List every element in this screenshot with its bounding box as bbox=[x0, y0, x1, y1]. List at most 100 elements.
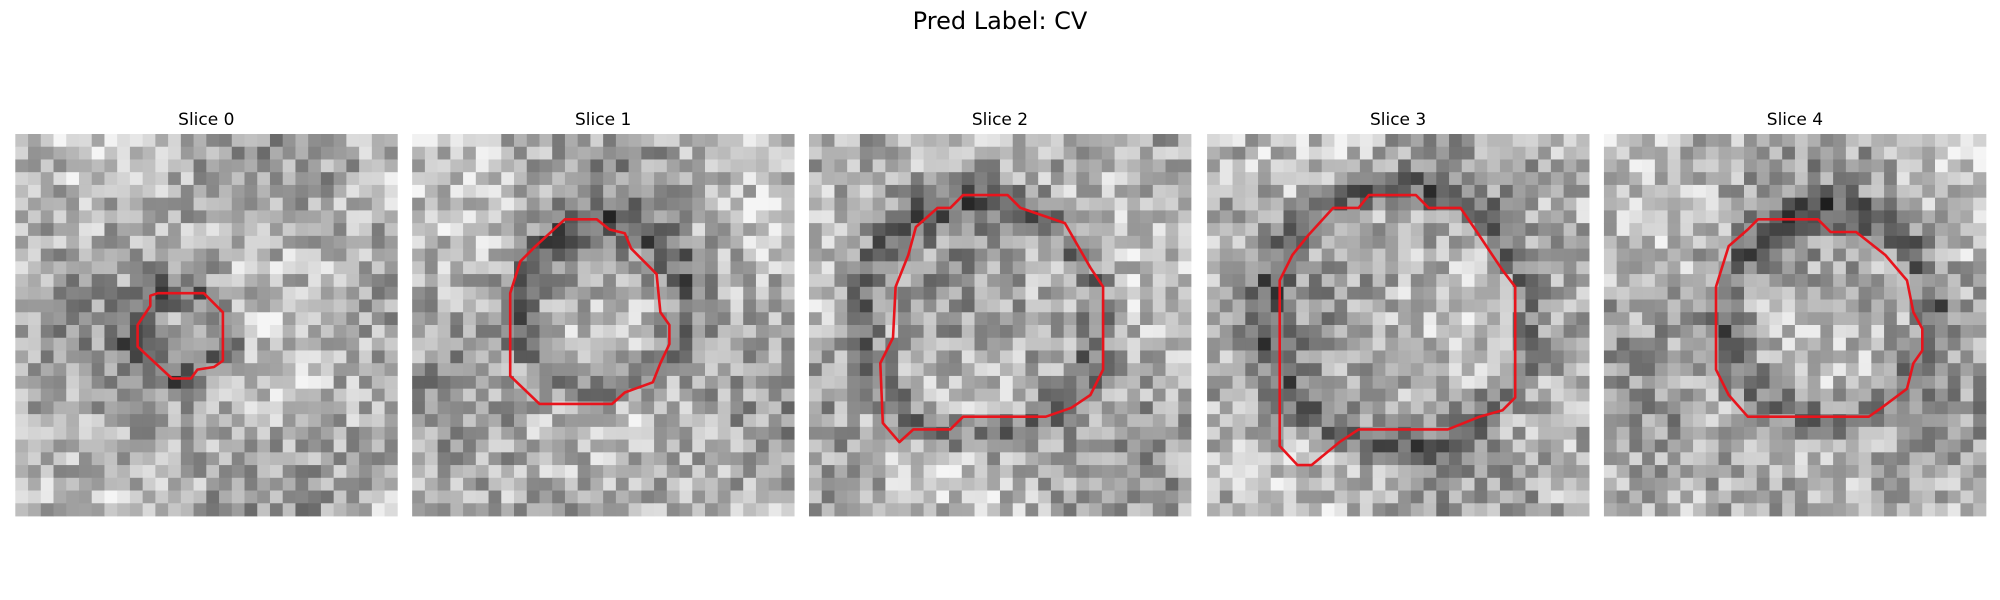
pixel bbox=[679, 439, 693, 453]
pixel bbox=[1960, 286, 1974, 300]
pixel bbox=[743, 184, 757, 199]
pixel bbox=[104, 375, 118, 390]
pixel bbox=[129, 248, 144, 262]
pixel bbox=[1165, 146, 1179, 160]
pixel bbox=[1487, 274, 1501, 288]
pixel bbox=[1576, 210, 1590, 224]
pixel bbox=[1114, 363, 1128, 377]
pixel bbox=[257, 159, 271, 173]
pixel bbox=[66, 350, 80, 364]
pixel bbox=[501, 401, 515, 415]
pixel bbox=[885, 325, 899, 339]
pixel bbox=[1794, 325, 1809, 339]
pixel bbox=[1884, 172, 1898, 186]
pixel bbox=[961, 375, 975, 390]
pixel bbox=[91, 452, 105, 466]
pixel bbox=[1538, 146, 1552, 160]
pixel bbox=[1744, 337, 1758, 351]
pixel bbox=[910, 363, 924, 377]
pixel bbox=[1038, 439, 1052, 453]
pixel bbox=[1283, 477, 1297, 491]
pixel bbox=[78, 235, 93, 249]
pixel bbox=[1884, 159, 1898, 173]
pixel bbox=[1372, 159, 1386, 173]
pixel bbox=[1207, 210, 1221, 224]
pixel bbox=[1487, 197, 1501, 211]
pixel bbox=[1820, 299, 1834, 313]
pixel bbox=[1372, 274, 1386, 288]
pixel bbox=[705, 286, 719, 300]
pixel bbox=[730, 325, 744, 339]
pixel bbox=[359, 235, 373, 249]
pixel bbox=[1140, 274, 1154, 288]
pixel bbox=[1487, 146, 1501, 160]
pixel bbox=[384, 388, 398, 402]
pixel bbox=[666, 439, 680, 453]
pixel bbox=[577, 159, 591, 173]
pixel bbox=[1935, 299, 1949, 313]
pixel bbox=[412, 452, 426, 466]
pixel bbox=[295, 477, 309, 491]
pixel bbox=[1296, 248, 1310, 262]
pixel bbox=[1769, 261, 1783, 275]
pixel bbox=[1833, 363, 1847, 377]
pixel bbox=[15, 261, 29, 275]
pixel bbox=[1152, 261, 1166, 275]
pixel bbox=[1718, 503, 1732, 517]
pixel bbox=[1385, 274, 1399, 288]
pixel bbox=[437, 388, 451, 402]
pixel bbox=[1334, 261, 1348, 275]
pixel bbox=[1858, 375, 1872, 390]
pixel bbox=[1820, 350, 1834, 364]
pixel bbox=[743, 146, 757, 160]
pixel bbox=[333, 439, 347, 453]
pixel bbox=[412, 159, 426, 173]
pixel bbox=[1820, 235, 1834, 249]
pixel bbox=[91, 299, 105, 313]
pixel bbox=[1718, 452, 1732, 466]
pixel bbox=[180, 312, 194, 326]
pixel bbox=[346, 452, 360, 466]
pixel bbox=[1947, 465, 1961, 479]
pixel bbox=[961, 490, 975, 504]
pixel bbox=[654, 426, 668, 440]
pixel bbox=[1359, 299, 1374, 313]
pixel bbox=[1076, 414, 1090, 428]
pixel bbox=[974, 134, 988, 148]
pixel bbox=[781, 184, 795, 199]
pixel bbox=[168, 401, 182, 415]
pixel bbox=[679, 134, 693, 148]
pixel bbox=[961, 337, 975, 351]
pixel bbox=[371, 223, 385, 237]
pixel bbox=[999, 197, 1014, 211]
pixel bbox=[847, 286, 861, 300]
pixel bbox=[1794, 134, 1809, 148]
pixel bbox=[117, 388, 131, 402]
pixel bbox=[1960, 248, 1974, 262]
pixel bbox=[936, 146, 950, 160]
pixel bbox=[488, 490, 502, 504]
pixel bbox=[1258, 146, 1272, 160]
pixel bbox=[755, 223, 770, 237]
pixel bbox=[1616, 235, 1630, 249]
pixel bbox=[1372, 337, 1386, 351]
pixel bbox=[244, 337, 258, 351]
pixel bbox=[910, 172, 924, 186]
pixel bbox=[1296, 134, 1310, 148]
pixel bbox=[1782, 223, 1796, 237]
pixel bbox=[501, 274, 515, 288]
pixel bbox=[808, 401, 823, 415]
pixel bbox=[717, 248, 731, 262]
pixel bbox=[231, 426, 245, 440]
pixel bbox=[1858, 388, 1872, 402]
pixel bbox=[1820, 210, 1834, 224]
pixel bbox=[1359, 235, 1374, 249]
pixel bbox=[1296, 401, 1310, 415]
pixel bbox=[1525, 210, 1539, 224]
pixel bbox=[1563, 490, 1577, 504]
pixel bbox=[1499, 299, 1514, 313]
pixel bbox=[1909, 337, 1923, 351]
pixel bbox=[282, 223, 296, 237]
pixel bbox=[628, 159, 642, 173]
pixel bbox=[320, 414, 335, 428]
